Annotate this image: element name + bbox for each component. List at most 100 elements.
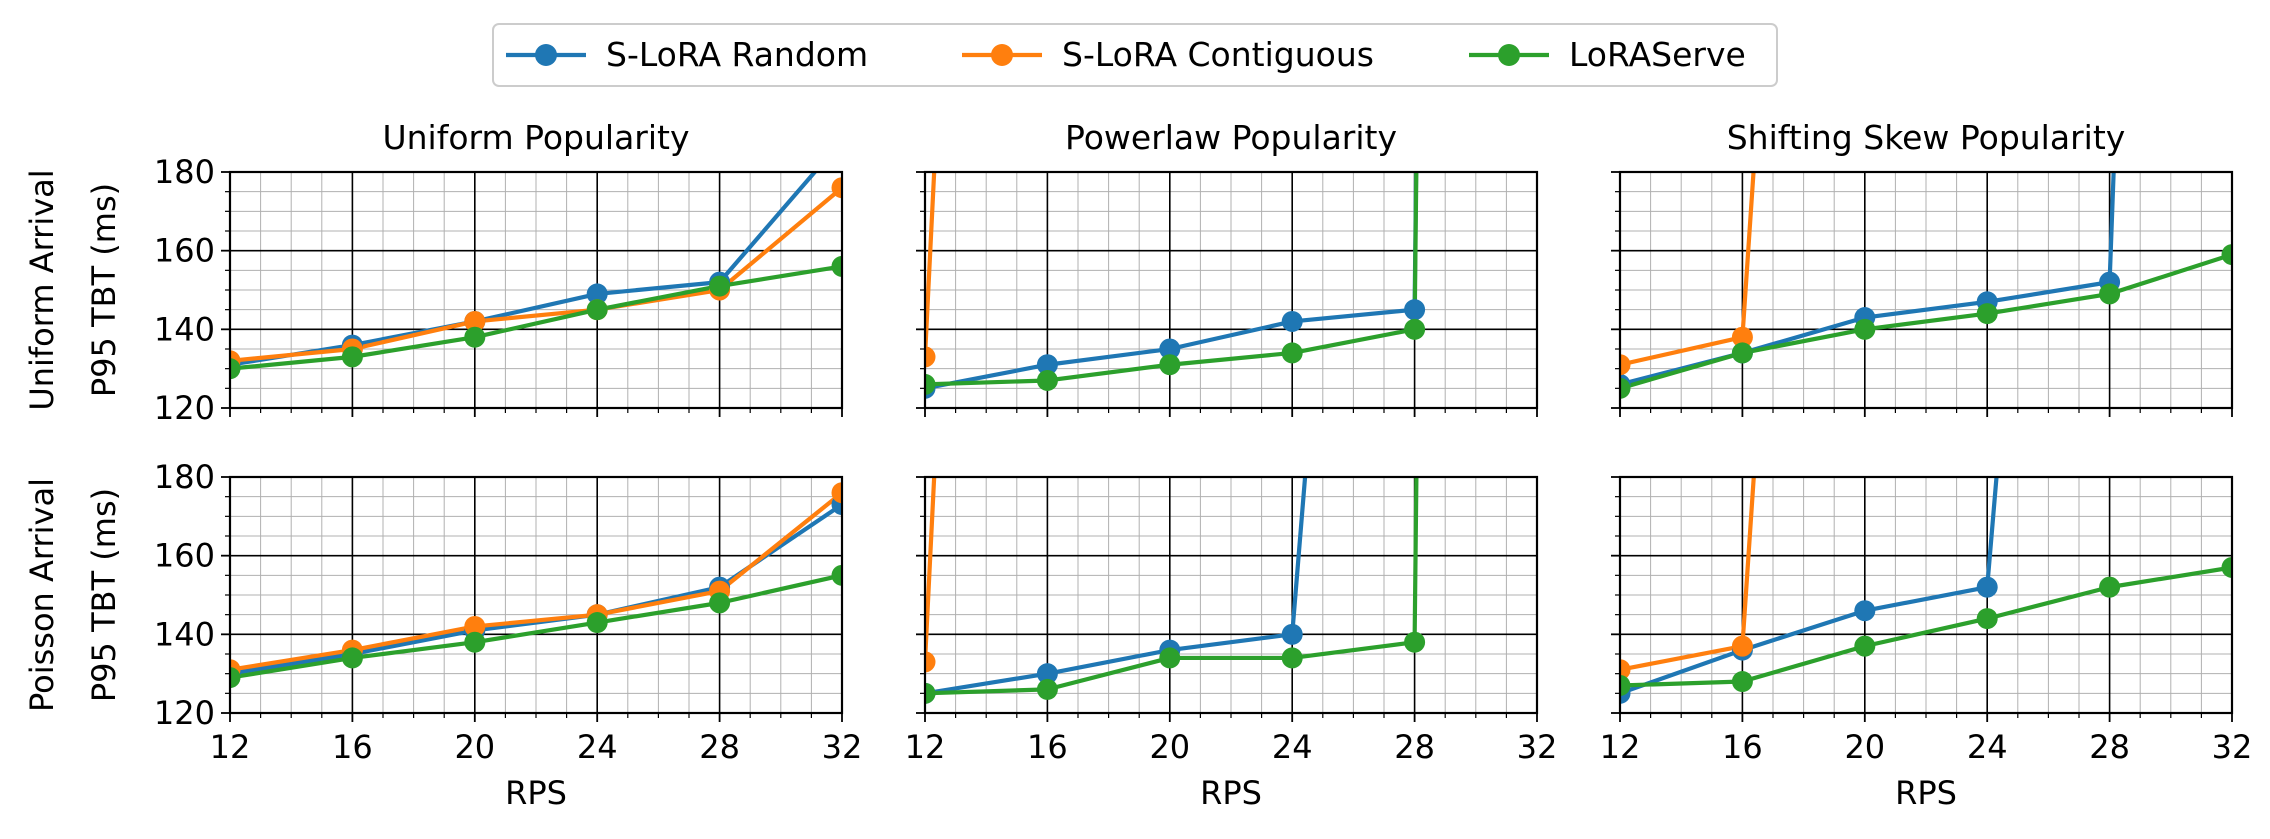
- data-point-loraserve: [1620, 674, 1631, 696]
- series-line-s-lora-contiguous: [1620, 172, 1756, 367]
- x-tick-label: 28: [699, 728, 740, 766]
- data-point-s-lora-random: [1281, 310, 1303, 332]
- series-line-loraserve: [1620, 565, 2232, 688]
- y-tick-label: 140: [154, 615, 215, 653]
- x-tick-label: 24: [1967, 728, 2008, 766]
- data-point-s-lora-random: [1404, 299, 1426, 321]
- data-point-loraserve: [2099, 283, 2121, 305]
- panel-title: Powerlaw Popularity: [1065, 118, 1397, 157]
- x-tick-label: 12: [210, 728, 251, 766]
- data-point-loraserve: [1854, 318, 1876, 340]
- x-tick-label: 28: [2089, 728, 2130, 766]
- grid: [1619, 476, 2233, 714]
- panel-title: Shifting Skew Popularity: [1727, 118, 2126, 157]
- data-point-s-lora-random: [1159, 338, 1181, 360]
- data-point-loraserve: [1976, 608, 1998, 630]
- data-point-loraserve: [230, 358, 241, 380]
- data-point-loraserve: [586, 612, 608, 634]
- series-line-s-lora-random: [925, 477, 1308, 696]
- data-point-loraserve: [2099, 576, 2121, 598]
- series-line-s-lora-random: [925, 172, 1419, 391]
- data-point-loraserve: [1281, 342, 1303, 364]
- legend-label: S-LoRA Random: [606, 35, 868, 74]
- panel-title: Uniform Popularity: [382, 118, 689, 157]
- legend-item-loraserve: LoRAServe: [1469, 35, 1746, 74]
- y-tick-label: 140: [154, 310, 215, 348]
- data-point-loraserve: [464, 631, 486, 653]
- data-point-s-lora-contiguous: [831, 177, 842, 199]
- legend-label: S-LoRA Contiguous: [1062, 35, 1374, 74]
- panel-uniform-arrival-shifting-skew-popularity: Shifting Skew Popularity: [1611, 118, 2234, 417]
- series-line-s-lora-contiguous: [1620, 477, 1756, 672]
- data-point-s-lora-random: [586, 283, 608, 305]
- x-tick-label: 16: [1722, 728, 1763, 766]
- x-tick-label: 32: [1517, 728, 1558, 766]
- x-tick-label: 12: [1600, 728, 1641, 766]
- data-point-loraserve: [1620, 377, 1631, 399]
- data-point-s-lora-random: [1281, 623, 1303, 645]
- data-point-s-lora-contiguous: [1620, 354, 1631, 376]
- data-point-loraserve: [464, 326, 486, 348]
- panel-poisson-arrival-powerlaw-popularity: 12 16 20 24 28 32 RPS: [905, 475, 1558, 812]
- y-tick-label: 120: [154, 694, 215, 732]
- data-point-s-lora-contiguous: [464, 615, 486, 637]
- data-point-s-lora-random: [1976, 576, 1998, 598]
- series-line-loraserve: [925, 477, 1419, 696]
- data-point-s-lora-contiguous: [925, 651, 936, 673]
- data-point-loraserve: [1036, 678, 1058, 700]
- y-tick-label: 180: [154, 458, 215, 496]
- x-axis-label: RPS: [505, 774, 567, 812]
- series-group: [230, 172, 842, 380]
- data-point-loraserve: [1159, 647, 1181, 669]
- data-point-loraserve: [831, 564, 842, 586]
- data-point-loraserve: [1159, 354, 1181, 376]
- data-point-s-lora-contiguous: [1731, 326, 1753, 348]
- x-tick-label: 12: [905, 728, 946, 766]
- x-tick-label: 16: [332, 728, 373, 766]
- row-label: Poisson Arrival: [23, 478, 61, 712]
- x-tick-label: 16: [1027, 728, 1068, 766]
- data-point-s-lora-contiguous: [1620, 659, 1631, 681]
- data-point-s-lora-random: [1036, 663, 1058, 685]
- x-axis-label: RPS: [1200, 774, 1262, 812]
- x-axis-label: RPS: [1895, 774, 1957, 812]
- data-point-s-lora-random: [1036, 354, 1058, 376]
- data-point-loraserve: [1976, 303, 1998, 325]
- data-point-loraserve: [1404, 318, 1426, 340]
- x-tick-label: 20: [1149, 728, 1190, 766]
- x-tick-label: 24: [1272, 728, 1313, 766]
- series-group: [925, 477, 1426, 704]
- series-line-loraserve: [925, 172, 1419, 387]
- data-point-loraserve: [341, 346, 363, 368]
- data-point-loraserve: [2221, 244, 2232, 266]
- data-point-s-lora-contiguous: [1731, 635, 1753, 657]
- series-group: [925, 172, 1426, 399]
- data-point-loraserve: [925, 682, 936, 704]
- data-point-s-lora-contiguous: [831, 482, 842, 504]
- ticks: [1611, 476, 2233, 722]
- data-point-s-lora-contiguous: [464, 310, 486, 332]
- data-point-loraserve: [1404, 631, 1426, 653]
- grid: [229, 171, 843, 409]
- data-point-loraserve: [2221, 556, 2232, 578]
- legend-item-s-lora-random: S-LoRA Random: [506, 35, 868, 74]
- ticks: [916, 476, 1538, 722]
- y-axis-label: P95 TBT (ms): [85, 183, 123, 397]
- data-point-loraserve: [709, 592, 731, 614]
- series-line-loraserve: [230, 264, 842, 371]
- row-label: Uniform Arrival: [23, 169, 61, 410]
- data-point-s-lora-contiguous: [925, 346, 936, 368]
- legend: S-LoRA Random S-LoRA Contiguous LoRAServe: [492, 23, 1778, 87]
- x-tick-label: 32: [2212, 728, 2253, 766]
- series-line-loraserve: [230, 573, 842, 680]
- panel-uniform-arrival-powerlaw-popularity: Powerlaw Popularity: [916, 118, 1539, 417]
- ticks: [221, 476, 843, 722]
- y-tick-label: 180: [154, 153, 215, 191]
- panel-uniform-arrival-uniform-popularity: 120 140 160 180 Uniform Popularity P95 TBT (m…: [23, 118, 844, 427]
- data-point-loraserve: [1036, 369, 1058, 391]
- y-axis-label: P95 TBT (ms): [85, 488, 123, 702]
- series-group: [1620, 172, 2232, 399]
- data-point-loraserve: [341, 647, 363, 669]
- legend-marker: [1498, 44, 1520, 66]
